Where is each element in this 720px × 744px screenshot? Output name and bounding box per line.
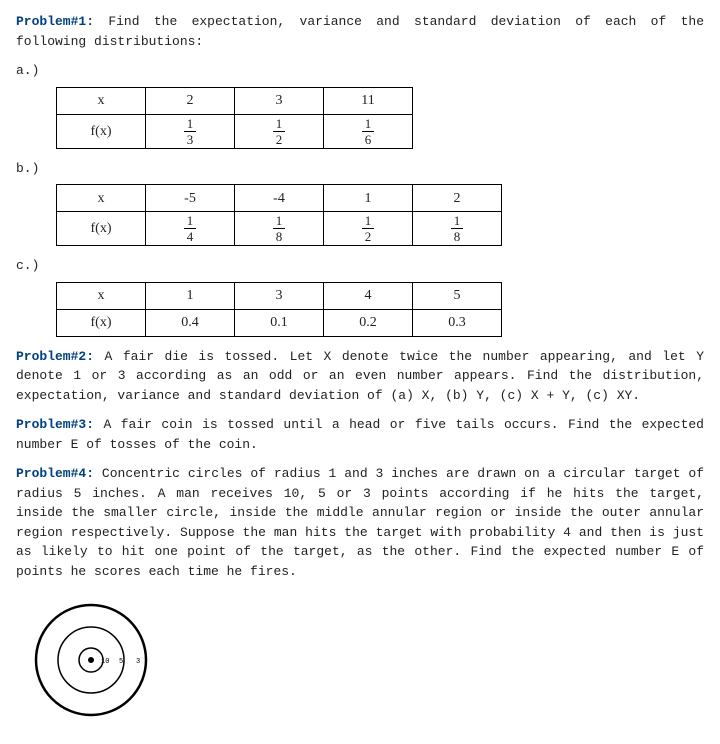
problem4-statement: Problem#4: Concentric circles of radius …	[16, 464, 704, 581]
table-row: x1345	[57, 282, 502, 309]
x-cell: 3	[235, 282, 324, 309]
problem1-head: Problem#1:	[16, 14, 94, 29]
target-diagram: 10 5 3	[26, 595, 704, 732]
row-header-x: x	[57, 282, 146, 309]
x-cell: 2	[413, 185, 502, 212]
fx-cell: 18	[235, 212, 324, 246]
row-header-x: x	[57, 185, 146, 212]
problem4-head: Problem#4:	[16, 466, 94, 481]
problem3-text: A fair coin is tossed until a head or fi…	[16, 417, 704, 452]
problem1-text: Find the expectation, variance and stand…	[16, 14, 704, 49]
part-a-label: a.)	[16, 61, 704, 81]
x-cell: 1	[324, 185, 413, 212]
problem2-head: Problem#2:	[16, 349, 94, 364]
fx-cell: 13	[146, 114, 235, 148]
target-label-outer: 3	[136, 658, 140, 666]
x-cell: 3	[235, 87, 324, 114]
x-cell: -4	[235, 185, 324, 212]
x-cell: 1	[146, 282, 235, 309]
fx-cell: 0.3	[413, 309, 502, 336]
problem1-statement: Problem#1: Find the expectation, varianc…	[16, 12, 704, 51]
x-cell: -5	[146, 185, 235, 212]
fx-cell: 12	[324, 212, 413, 246]
x-cell: 5	[413, 282, 502, 309]
problem2-text: A fair die is tossed. Let X denote twice…	[16, 349, 704, 403]
row-header-fx: f(x)	[57, 114, 146, 148]
table-row: x2311	[57, 87, 413, 114]
fx-cell: 12	[235, 114, 324, 148]
table-row: f(x)131216	[57, 114, 413, 148]
x-cell: 4	[324, 282, 413, 309]
problem3-head: Problem#3:	[16, 417, 94, 432]
fx-cell: 0.1	[235, 309, 324, 336]
row-header-x: x	[57, 87, 146, 114]
table-row: f(x)14181218	[57, 212, 502, 246]
problem4-text: Concentric circles of radius 1 and 3 inc…	[16, 466, 704, 579]
fx-cell: 0.2	[324, 309, 413, 336]
fx-cell: 14	[146, 212, 235, 246]
row-header-fx: f(x)	[57, 212, 146, 246]
table-row: x-5-412	[57, 185, 502, 212]
problem3-statement: Problem#3: A fair coin is tossed until a…	[16, 415, 704, 454]
row-header-fx: f(x)	[57, 309, 146, 336]
distribution-table-a: x2311f(x)131216	[56, 87, 413, 149]
fx-cell: 18	[413, 212, 502, 246]
table-row: f(x)0.40.10.20.3	[57, 309, 502, 336]
fx-cell: 16	[324, 114, 413, 148]
problem2-statement: Problem#2: A fair die is tossed. Let X d…	[16, 347, 704, 406]
part-b-label: b.)	[16, 159, 704, 179]
target-label-mid: 5	[119, 658, 123, 666]
distribution-table-b: x-5-412f(x)14181218	[56, 184, 502, 246]
fx-cell: 0.4	[146, 309, 235, 336]
x-cell: 11	[324, 87, 413, 114]
x-cell: 2	[146, 87, 235, 114]
distribution-table-c: x1345f(x)0.40.10.20.3	[56, 282, 502, 337]
part-c-label: c.)	[16, 256, 704, 276]
target-label-inner: 10	[101, 658, 109, 666]
